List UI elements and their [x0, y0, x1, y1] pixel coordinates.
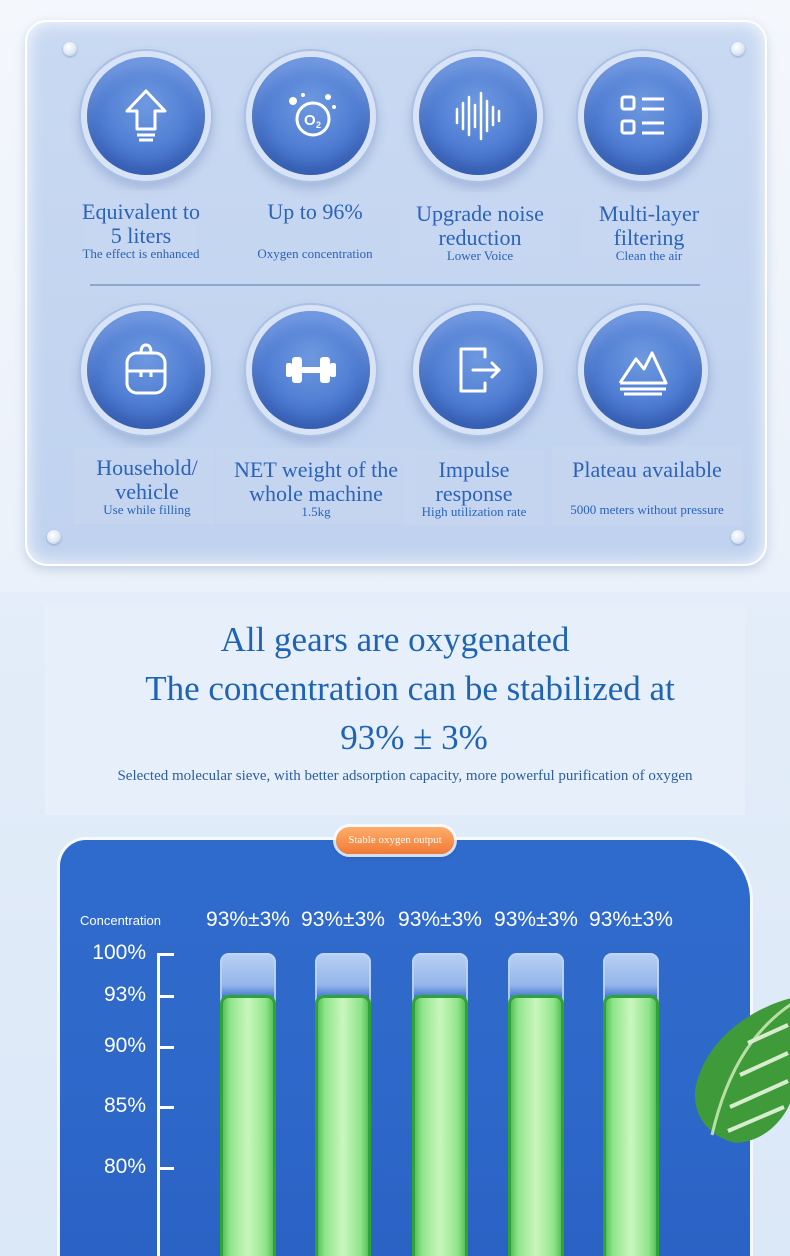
- feature-title: Impulse response: [404, 458, 544, 506]
- feature-title: Household/ vehicle: [74, 456, 220, 504]
- feature-title: Equivalent to 5 liters: [66, 200, 216, 248]
- feature-multi-layer: Multi-layer filtering Clean the air: [582, 192, 712, 268]
- bar: [412, 995, 468, 1256]
- feature-title-line: NET weight of the: [234, 457, 398, 482]
- feature-title-line: Plateau available: [572, 457, 722, 482]
- backpack-icon: [87, 311, 205, 429]
- feature-noise-reduction: Upgrade noise reduction Lower Voice: [400, 192, 560, 268]
- y-tick-label: 80%: [103, 1155, 146, 1178]
- feature-subtitle: 5000 meters without pressure: [570, 502, 724, 517]
- axis-title: Concentration: [80, 913, 161, 928]
- screw-icon: [47, 530, 61, 544]
- y-tick-label: 90%: [103, 1034, 146, 1057]
- headline-line-3: 93% ± 3%: [340, 718, 488, 757]
- bar-value-label: 93%±3%: [398, 908, 482, 931]
- feature-plateau: Plateau available 5000 meters without pr…: [552, 446, 742, 526]
- dumbbell-icon: [252, 311, 370, 429]
- feature-title-line: response: [435, 481, 513, 506]
- feature-subtitle: Clean the air: [615, 248, 683, 263]
- screw-icon: [731, 42, 745, 56]
- feature-subtitle: Lower Voice: [446, 248, 514, 263]
- feature-title-line: Household/: [96, 455, 198, 480]
- bar: [220, 995, 276, 1256]
- exit-door-icon: [419, 311, 537, 429]
- feature-title-line: Multi-layer: [598, 201, 700, 226]
- svg-text:2: 2: [316, 120, 321, 130]
- feature-title-line: Up to 96%: [267, 199, 363, 224]
- y-tick-label: 93%: [103, 983, 146, 1006]
- feature-up-to-96: Up to 96% Oxygen concentration: [240, 190, 390, 266]
- feature-subtitle: High utilization rate: [421, 504, 527, 519]
- monstera-leaf-icon: [694, 998, 790, 1143]
- feature-title: Plateau available: [552, 458, 742, 482]
- y-tick-mark: [157, 995, 174, 998]
- bar: [603, 995, 659, 1256]
- oxygen-o2-icon: O 2: [252, 57, 370, 175]
- feature-title-line: Equivalent to: [82, 199, 200, 224]
- headline-subtitle: Selected molecular sieve, with better ad…: [117, 768, 693, 784]
- sound-wave-icon: [419, 57, 537, 175]
- feature-title: Up to 96%: [240, 200, 390, 224]
- y-tick-mark: [157, 1106, 174, 1109]
- screw-icon: [731, 530, 745, 544]
- bar-value-label: 93%±3%: [494, 908, 578, 931]
- headline-box: [45, 605, 745, 815]
- feature-household-vehicle: Household/ vehicle Use while filling: [74, 448, 214, 524]
- screw-icon: [63, 42, 77, 56]
- svg-text:O: O: [304, 112, 316, 129]
- stable-output-badge: Stable oxygen output: [336, 827, 454, 854]
- bar-value-label: 93%±3%: [206, 908, 290, 931]
- y-tick-label: 100%: [92, 941, 146, 964]
- bar-value-label: 93%±3%: [301, 908, 385, 931]
- features-divider: [90, 284, 700, 286]
- feature-subtitle: 1.5kg: [301, 504, 331, 519]
- headline-line-1: All gears are oxygenated: [220, 620, 570, 659]
- headline-line-2: The concentration can be stabilized at: [145, 669, 675, 708]
- bar-value-label: 93%±3%: [589, 908, 673, 931]
- y-tick-mark: [157, 953, 174, 956]
- feature-equivalent-5-liters: Equivalent to 5 liters The effect is enh…: [82, 190, 200, 266]
- bar: [508, 995, 564, 1256]
- y-tick-mark: [157, 1167, 174, 1170]
- arrow-up-icon: [87, 57, 205, 175]
- feature-title: Multi-layer filtering: [582, 202, 716, 250]
- feature-title-line: Impulse: [438, 457, 510, 482]
- feature-title: NET weight of the whole machine: [216, 458, 416, 506]
- feature-title-line: 5 liters: [110, 223, 172, 248]
- mountain-icon: [584, 311, 702, 429]
- feature-title-line: vehicle: [115, 479, 179, 504]
- feature-title: Upgrade noise reduction: [400, 202, 560, 250]
- feature-title-line: whole machine: [249, 481, 383, 506]
- feature-subtitle: Use while filling: [103, 502, 191, 517]
- list-icon: [584, 57, 702, 175]
- y-axis-line: [157, 953, 160, 1256]
- feature-title-line: Upgrade noise: [416, 201, 544, 226]
- feature-net-weight: NET weight of the whole machine 1.5kg: [216, 448, 416, 524]
- feature-title-line: reduction: [438, 225, 522, 250]
- feature-subtitle: Oxygen concentration: [257, 246, 373, 261]
- bar: [315, 995, 371, 1256]
- feature-impulse-response: Impulse response High utilization rate: [404, 450, 544, 526]
- feature-title-line: filtering: [613, 225, 685, 250]
- y-tick-label: 85%: [103, 1094, 146, 1117]
- feature-subtitle: The effect is enhanced: [82, 246, 200, 261]
- y-tick-mark: [157, 1046, 174, 1049]
